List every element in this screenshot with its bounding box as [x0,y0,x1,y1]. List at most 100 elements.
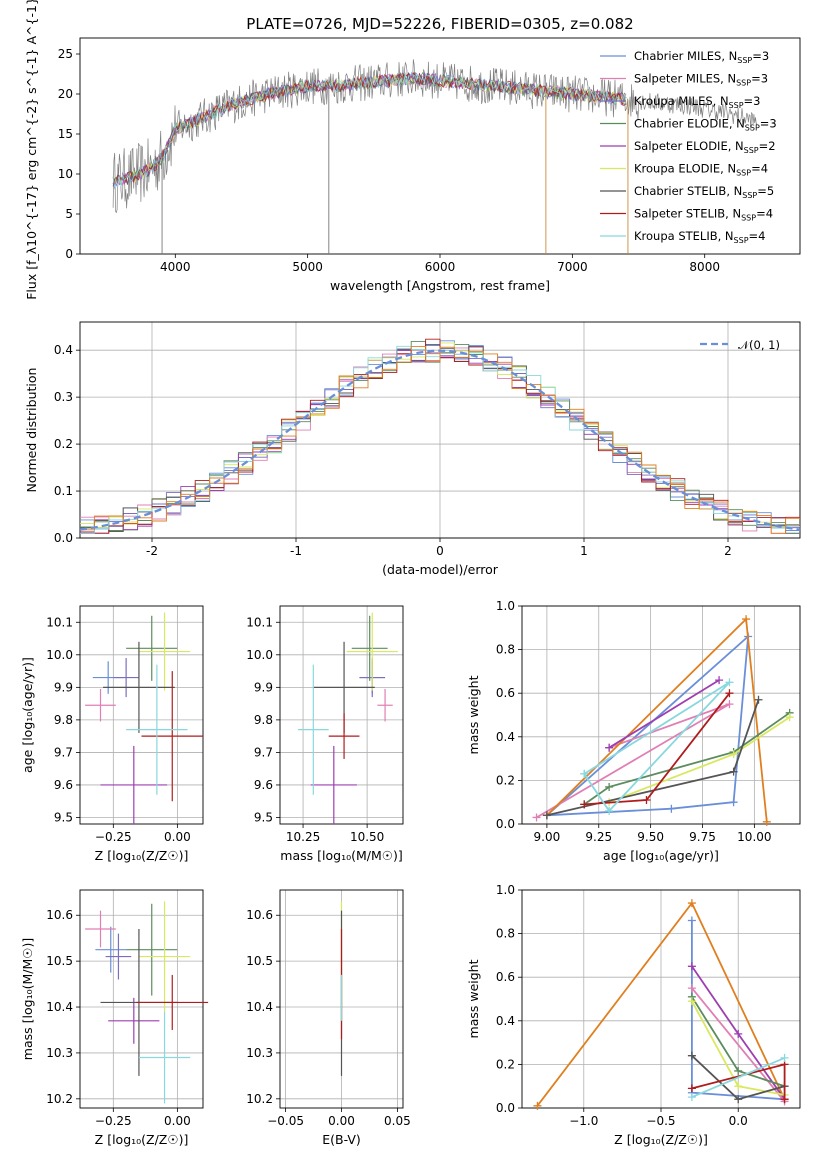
x-tick-label: 0 [436,544,444,558]
mass-weight-marker [687,899,696,908]
y-tick-label: 9.6 [54,778,73,792]
weight-vs-Z-panel: −1.0 −0.5 0.0 0.0 0.2 0.4 0.6 0.8 1.0 Z [log₁₀(Z/… [466,883,801,1147]
x-tick-label: -2 [146,544,158,558]
y-axis-label: mass weight [466,675,481,754]
mass-weight-marker [687,984,696,993]
mass-weight-marker [729,798,738,807]
x-tick-label: 10.25 [286,830,320,844]
legend-label: Salpeter MILES, NSSP=3 [634,72,768,88]
errorbar-point [126,615,178,681]
x-tick-label: 10.50 [350,830,384,844]
legend-label: Chabrier STELIB, NSSP=5 [634,184,774,200]
mass-vs-Z-panel: −0.25 0.00 10.2 10.3 10.4 10.5 10.6 Z [log₁₀(Z/… [20,889,209,1147]
y-tick-label: 0.8 [496,927,515,941]
x-tick-label: 1 [580,544,588,558]
mass-weight-marker [580,769,589,778]
x-tick-label: 9.25 [585,830,612,844]
errorbar-point [328,713,360,759]
mass-weight-marker [725,689,734,698]
y-tick-label: 25 [58,47,73,61]
figure-title: PLATE=0726, MJD=52226, FIBERID=0305, z=0… [246,15,633,33]
y-tick-label: 10.3 [46,1046,73,1060]
y-axis-label: age [log₁₀(age/yr)] [20,657,35,773]
x-tick-label: 7000 [557,260,588,274]
y-tick-label: 0.3 [54,390,73,404]
y-tick-label: 10.4 [246,1000,273,1014]
x-tick-label: 9.00 [534,830,561,844]
errorbar-point [138,612,191,691]
y-tick-label: 20 [58,87,73,101]
x-tick-label: 6000 [425,260,456,274]
mass-weight-marker [542,811,551,820]
errorbar-point [310,745,357,824]
mass-weight-series [583,681,731,813]
y-tick-label: 0.2 [54,437,73,451]
x-tick-label: 8000 [689,260,720,274]
mass-weight-marker [734,1095,743,1104]
y-tick-label: 9.9 [254,680,273,694]
y-tick-label: 0.4 [496,1014,515,1028]
mass-weight-series [546,634,750,817]
x-tick-label: 9.75 [689,830,716,844]
legend-label: Chabrier MILES, NSSP=3 [634,49,769,65]
mass-weight-marker [687,916,696,925]
errorbar-point [138,901,191,1012]
x-tick-label: -1 [290,544,302,558]
x-axis-label: wavelength [Angstrom, rest frame] [330,278,550,293]
model-line [112,72,627,188]
legend-label: Kroupa STELIB, NSSP=4 [634,229,765,245]
y-tick-label: 10.1 [46,615,73,629]
legend-label: Kroupa ELODIE, NSSP=4 [634,162,768,178]
mass-weight-marker [729,767,738,776]
axes-frame [79,605,204,825]
x-tick-label: −0.25 [95,830,132,844]
y-axis-label: mass weight [466,959,481,1038]
x-tick-label: 5000 [292,260,323,274]
x-tick-label: −0.05 [267,1114,304,1128]
mass-weight-marker [725,678,734,687]
y-tick-label: 10.3 [246,1046,273,1060]
mass-weight-marker [687,997,696,1006]
mass-weight-marker [785,713,794,722]
x-tick-label: 0.00 [328,1114,355,1128]
y-tick-label: 1.0 [496,883,515,897]
errorbar-point [105,933,132,980]
errorbar-point [138,1011,191,1104]
y-axis-label: Flux [f_λ10^{-17} erg cm^{-2} s^{-1} A^{… [24,0,39,300]
mass-weight-series [583,712,791,806]
y-tick-label: 0.2 [496,773,515,787]
y-tick-label: 10.1 [246,615,273,629]
x-axis-label: mass [log₁₀(M/M☉)] [280,848,402,863]
age-vs-mass-panel: 10.25 10.50 9.5 9.6 9.7 9.8 9.9 10.0 10.1 mass [l… [246,605,404,863]
y-tick-label: 9.7 [254,745,273,759]
axes-frame [79,889,204,1109]
axes-frame [521,605,801,825]
mass-weight-marker [734,1082,743,1091]
y-tick-label: 10.6 [246,908,273,922]
mass-weight-series [608,679,720,749]
mass-weight-marker [605,743,614,752]
y-tick-label: 0.1 [54,484,73,498]
mass-weight-marker [729,750,738,759]
mass-vs-ebv-panel: −0.05 0.00 0.05 10.2 10.3 10.4 10.5 10.6 E(B-V) [246,889,411,1147]
y-tick-label: 9.8 [54,713,73,727]
mass-weight-marker [642,796,651,805]
mass-weight-marker [715,676,724,685]
mass-weight-marker [687,1084,696,1093]
x-tick-label: 0.00 [164,1114,191,1128]
age-vs-Z-panel: −0.25 0.00 9.5 9.6 9.7 9.8 9.9 10.0 10.1 Z [log₁₀… [20,605,204,863]
mass-weight-marker [725,700,734,709]
x-tick-label: 0.0 [729,1114,748,1128]
x-axis-label: Z [log₁₀(Z/Z☉)] [95,848,189,863]
errorbar-point [141,671,203,802]
errorbar-point [351,615,388,681]
errorbar-point [85,688,116,722]
mass-weight-series [691,987,786,1103]
y-tick-label: 0 [65,247,73,261]
mass-weight-marker [762,817,771,826]
y-tick-label: 0.0 [496,817,515,831]
x-tick-label: −0.5 [646,1114,675,1128]
errorbar-point [113,658,139,698]
x-axis-label: Z [log₁₀(Z/Z☉)] [95,1132,189,1147]
